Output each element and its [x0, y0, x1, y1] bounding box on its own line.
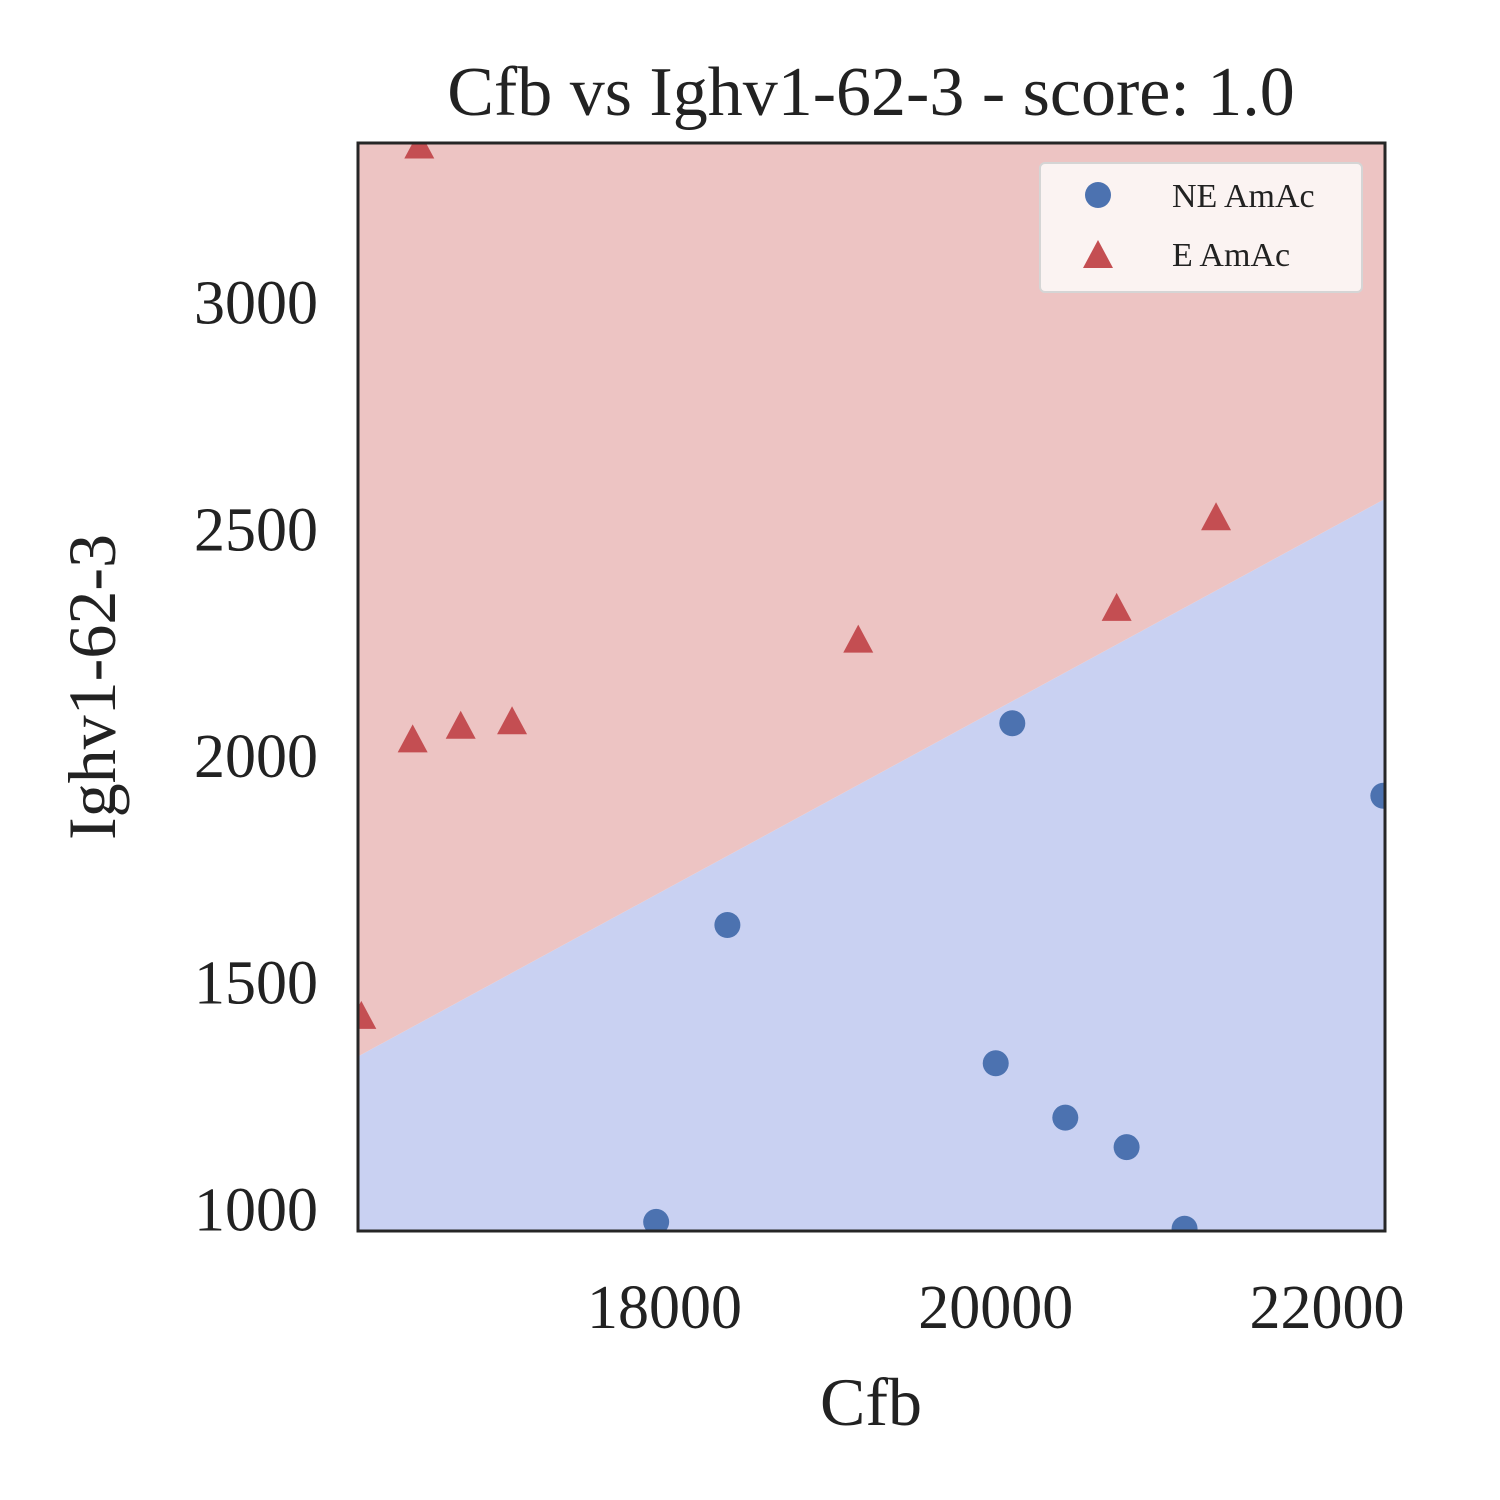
y-tick-label-0: 1000 — [194, 1176, 318, 1244]
e-amac-point-3 — [445, 710, 476, 739]
legend: NE AmAc E AmAc — [1039, 162, 1363, 293]
region-ne-amac — [358, 498, 1385, 1231]
y-axis-ticks: 1000 1500 2000 2500 3000 — [194, 270, 318, 1245]
ne-amac-point-6 — [1171, 1215, 1198, 1231]
y-tick-label-4: 3000 — [194, 270, 318, 338]
e-amac-point-1 — [397, 724, 428, 753]
x-tick-label-0: 18000 — [587, 1274, 742, 1342]
e-amac-point-7 — [1201, 502, 1232, 531]
x-axis-label: Cfb — [820, 1364, 922, 1440]
ne-amac-point-1 — [714, 912, 741, 938]
e-amac-point-6 — [1101, 592, 1132, 621]
x-axis-ticks: 18000 20000 22000 — [587, 1274, 1405, 1342]
e-amac-point-0 — [358, 1000, 377, 1029]
e-amac-point-4 — [497, 706, 528, 735]
y-tick-label-3: 2500 — [194, 496, 318, 564]
legend-box — [1039, 162, 1363, 293]
legend-label-ne-amac: NE AmAc — [1172, 178, 1315, 215]
ne-amac-point-7 — [1370, 782, 1385, 809]
ne-amac-point-3 — [999, 710, 1026, 737]
legend-marker-ne-amac — [1085, 182, 1111, 208]
ne-amac-point-5 — [1113, 1134, 1140, 1161]
plot-frame — [356, 141, 1387, 1233]
ne-amac-point-0 — [643, 1208, 670, 1231]
legend-label-e-amac: E AmAc — [1172, 237, 1290, 274]
ne-amac-point-4 — [1052, 1104, 1079, 1131]
e-amac-point-5 — [843, 624, 874, 653]
y-tick-label-2: 2000 — [194, 723, 318, 791]
chart-title: Cfb vs Ighv1-62-3 - score: 1.0 — [447, 54, 1295, 131]
region-e-amac — [358, 143, 1385, 1057]
e-amac-point-2 — [404, 143, 435, 159]
plot-area — [358, 143, 1385, 1231]
y-tick-label-1: 1500 — [194, 950, 318, 1018]
x-tick-label-2: 22000 — [1250, 1274, 1405, 1342]
y-axis-label: Ighv1-62-3 — [54, 534, 130, 840]
legend-marker-e-amac — [1083, 240, 1113, 268]
x-tick-label-1: 20000 — [918, 1274, 1073, 1342]
ne-amac-point-2 — [982, 1050, 1009, 1077]
